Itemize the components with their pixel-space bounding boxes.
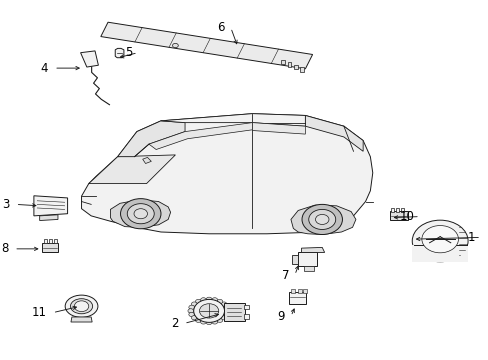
Polygon shape <box>290 205 355 234</box>
Polygon shape <box>118 121 184 157</box>
Polygon shape <box>71 317 92 322</box>
Circle shape <box>188 305 194 310</box>
Polygon shape <box>40 215 58 221</box>
Polygon shape <box>223 303 244 320</box>
Bar <box>298 289 302 293</box>
Polygon shape <box>101 22 312 69</box>
Polygon shape <box>149 123 252 149</box>
Circle shape <box>224 309 230 313</box>
Circle shape <box>315 215 328 225</box>
Circle shape <box>172 43 178 48</box>
Circle shape <box>217 300 223 304</box>
Polygon shape <box>34 196 67 216</box>
Polygon shape <box>389 211 407 220</box>
Text: 11: 11 <box>32 306 47 319</box>
Circle shape <box>188 312 194 317</box>
Polygon shape <box>288 292 305 305</box>
Text: 10: 10 <box>399 210 413 223</box>
Polygon shape <box>115 48 123 58</box>
Circle shape <box>211 320 217 324</box>
Polygon shape <box>301 247 324 252</box>
Bar <box>300 67 304 72</box>
Circle shape <box>195 318 201 323</box>
Circle shape <box>211 298 217 302</box>
Bar <box>281 60 285 64</box>
Circle shape <box>223 305 229 310</box>
Text: 6: 6 <box>217 21 224 34</box>
Bar <box>303 289 306 293</box>
Bar <box>293 65 297 69</box>
Circle shape <box>302 204 342 234</box>
Bar <box>49 239 52 243</box>
Circle shape <box>134 209 147 219</box>
Polygon shape <box>41 243 59 252</box>
Bar <box>244 315 248 319</box>
Circle shape <box>206 320 212 325</box>
Circle shape <box>191 316 197 320</box>
Polygon shape <box>81 51 98 67</box>
Polygon shape <box>252 123 305 134</box>
Circle shape <box>217 318 223 323</box>
Circle shape <box>191 302 197 306</box>
Bar <box>395 208 398 212</box>
Ellipse shape <box>65 295 98 318</box>
Text: 8: 8 <box>1 242 8 255</box>
Text: 3: 3 <box>2 198 10 211</box>
Bar <box>290 289 294 293</box>
Bar <box>400 208 403 212</box>
Text: 9: 9 <box>277 310 285 323</box>
Polygon shape <box>161 114 305 126</box>
Circle shape <box>74 301 89 312</box>
Bar <box>44 239 47 243</box>
Bar <box>390 208 394 212</box>
Polygon shape <box>142 157 151 163</box>
Circle shape <box>206 297 212 301</box>
Text: 1: 1 <box>467 231 474 244</box>
Bar <box>244 305 248 309</box>
Circle shape <box>223 312 229 317</box>
Polygon shape <box>89 155 175 184</box>
Text: 5: 5 <box>124 46 132 59</box>
Polygon shape <box>304 266 313 271</box>
Circle shape <box>120 199 161 229</box>
Circle shape <box>199 304 218 318</box>
Ellipse shape <box>70 299 92 314</box>
Circle shape <box>193 300 224 322</box>
Text: 4: 4 <box>41 62 48 75</box>
Polygon shape <box>305 116 363 151</box>
Circle shape <box>221 302 226 306</box>
Circle shape <box>221 316 226 320</box>
Polygon shape <box>291 255 298 264</box>
Circle shape <box>411 220 467 262</box>
Circle shape <box>308 210 335 229</box>
Text: 2: 2 <box>170 317 178 330</box>
Circle shape <box>421 226 458 253</box>
Circle shape <box>195 300 201 304</box>
Bar <box>287 62 291 67</box>
Circle shape <box>200 298 206 302</box>
Circle shape <box>200 320 206 324</box>
Bar <box>54 239 57 243</box>
Polygon shape <box>411 244 467 262</box>
Text: 7: 7 <box>281 269 288 282</box>
Polygon shape <box>110 200 170 227</box>
Circle shape <box>127 204 154 224</box>
Polygon shape <box>81 114 372 234</box>
Circle shape <box>187 309 193 313</box>
Polygon shape <box>298 252 317 266</box>
